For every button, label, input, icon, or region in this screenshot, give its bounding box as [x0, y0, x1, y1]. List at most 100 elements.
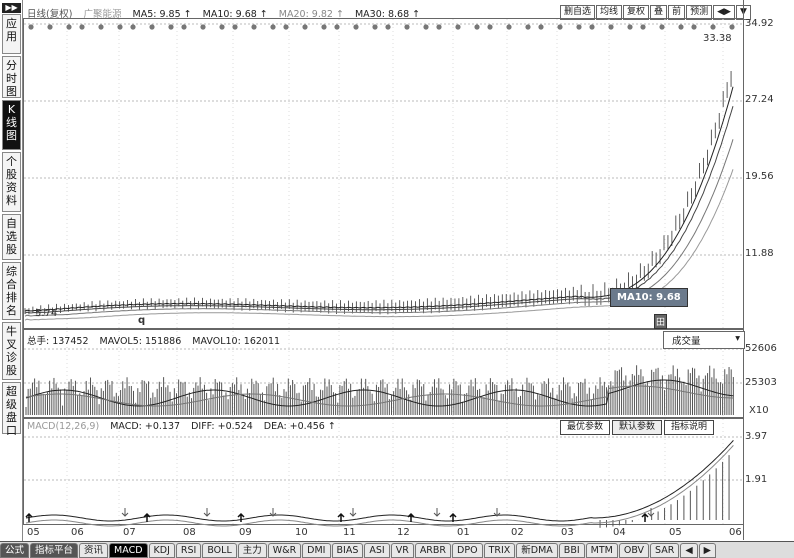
- tab-19[interactable]: OBV: [618, 542, 650, 558]
- default-params-button[interactable]: 默认参数: [612, 420, 663, 435]
- sell-arrow-icon: [269, 508, 277, 517]
- x-tick-label: 05: [669, 527, 682, 538]
- sidebar-item-5[interactable]: 综合排名: [2, 262, 21, 320]
- macd-y-top: 3.97: [745, 431, 768, 442]
- event-marker: [627, 24, 633, 30]
- mavol5-line: [25, 379, 734, 407]
- indicator-help-button[interactable]: 指标说明: [664, 420, 715, 435]
- tab-8[interactable]: W&R: [267, 542, 302, 558]
- toolbar-button-2[interactable]: 复权: [623, 5, 650, 20]
- toolbar-button-4[interactable]: 前: [668, 5, 686, 20]
- x-tick-label: 06: [729, 527, 742, 538]
- event-marker: [270, 24, 276, 30]
- tab-2[interactable]: 资讯: [79, 542, 109, 558]
- chart-svg[interactable]: [23, 0, 794, 558]
- y-label-top: 34.92: [745, 18, 774, 29]
- event-marker: [47, 24, 53, 30]
- buy-arrow-icon: [641, 512, 649, 522]
- x-tick-label: 03: [561, 527, 574, 538]
- event-marker: [608, 24, 614, 30]
- tab-4[interactable]: KDJ: [148, 542, 175, 558]
- toolbar-button-6[interactable]: ◀▶: [713, 5, 735, 20]
- buy-arrow-icon: [407, 512, 415, 522]
- sidebar-item-6[interactable]: 牛叉诊股: [2, 322, 21, 380]
- toolbar-button-3[interactable]: 叠: [650, 5, 668, 20]
- tab-13[interactable]: ARBR: [414, 542, 452, 558]
- event-marker: [149, 24, 155, 30]
- main-legend: 日线(复权) 广聚能源 MA5: 9.85 ↑ MA10: 9.68 ↑ MA2…: [27, 6, 428, 20]
- tab-17[interactable]: BBI: [558, 542, 585, 558]
- indicator-select[interactable]: 成交量 ▾: [663, 331, 745, 349]
- main-pane-frame: [23, 18, 744, 329]
- sell-arrow-icon: [433, 508, 441, 517]
- sidebar-item-4[interactable]: 自选股: [2, 214, 21, 260]
- event-marker: [302, 24, 308, 30]
- tab-18[interactable]: MTM: [585, 542, 618, 558]
- tab-14[interactable]: DPO: [452, 542, 483, 558]
- sidebar-item-1[interactable]: 分时图: [2, 56, 21, 98]
- tab-7[interactable]: 主力: [237, 542, 267, 558]
- ma20-label: MA20: 9.82 ↑: [278, 9, 344, 20]
- tab-10[interactable]: BIAS: [331, 542, 364, 558]
- mavol10: MAVOL10: 162011: [192, 336, 281, 347]
- tab-21[interactable]: ◀: [680, 542, 698, 558]
- tab-16[interactable]: 新DMA: [516, 542, 558, 558]
- tab-12[interactable]: VR: [390, 542, 414, 558]
- event-marker: [640, 24, 646, 30]
- x-tick-label: 02: [511, 527, 524, 538]
- event-marker: [321, 24, 327, 30]
- toolbar-button-5[interactable]: 预测: [686, 5, 713, 20]
- event-marker: [436, 24, 442, 30]
- cursor-box: 田: [654, 314, 668, 329]
- tab-0[interactable]: 公式: [0, 542, 30, 558]
- tab-3[interactable]: MACD: [109, 542, 148, 558]
- event-marker: [66, 24, 72, 30]
- sidebar-char: 资: [6, 181, 17, 194]
- sidebar-item-7[interactable]: 超级盘口: [2, 382, 21, 437]
- stock-name: 广聚能源: [83, 9, 122, 20]
- sell-arrow-icon: [493, 508, 501, 517]
- tab-9[interactable]: DMI: [302, 542, 331, 558]
- sidebar-char: 选: [6, 230, 17, 243]
- diff-value: DIFF: +0.524: [191, 421, 253, 432]
- event-marker: [353, 24, 359, 30]
- sidebar-char: 股: [6, 168, 17, 181]
- sidebar-char: 自: [6, 217, 17, 230]
- period-label: 日线(复权): [27, 9, 73, 20]
- buy-arrow-icon: [337, 512, 345, 522]
- event-marker: [181, 24, 187, 30]
- sell-arrow-icon: [121, 508, 129, 517]
- tab-15[interactable]: TRIX: [483, 542, 516, 558]
- event-marker: [659, 24, 665, 30]
- x-tick-label: 09: [239, 527, 252, 538]
- tab-5[interactable]: RSI: [175, 542, 202, 558]
- sidebar-char: 级: [6, 398, 17, 411]
- low-price-label: 5.74: [35, 308, 58, 319]
- sidebar-char: 线: [6, 116, 17, 129]
- ma10-label: MA10: 9.68 ↑: [202, 9, 268, 20]
- optimal-params-button[interactable]: 最优参数: [560, 420, 611, 435]
- diff-line: [25, 440, 734, 522]
- sidebar-item-0[interactable]: 应用: [2, 14, 21, 54]
- tab-11[interactable]: ASI: [364, 542, 390, 558]
- ma5-line: [24, 86, 734, 312]
- tab-6[interactable]: BOLL: [202, 542, 237, 558]
- high-price-label: 33.38: [703, 33, 732, 44]
- tab-1[interactable]: 指标平台: [30, 542, 79, 558]
- sidebar-item-3[interactable]: 个股资料: [2, 152, 21, 212]
- event-marker: [200, 24, 206, 30]
- event-marker: [506, 24, 512, 30]
- expand-icon[interactable]: ▶▶: [2, 3, 21, 13]
- sidebar-char: 个: [6, 155, 17, 168]
- x-tick-label: 11: [343, 527, 356, 538]
- ma30-label: MA30: 8.68 ↑: [354, 9, 421, 20]
- macd-param-buttons: 最优参数 默认参数 指标说明: [558, 420, 715, 435]
- toolbar-button-0[interactable]: 删自选: [560, 5, 596, 20]
- event-marker: [589, 24, 595, 30]
- event-marker: [98, 24, 104, 30]
- tab-22[interactable]: ▶: [698, 542, 716, 558]
- y-label-4: 11.88: [745, 248, 774, 259]
- tab-20[interactable]: SAR: [650, 542, 680, 558]
- q-marker: q: [138, 315, 146, 326]
